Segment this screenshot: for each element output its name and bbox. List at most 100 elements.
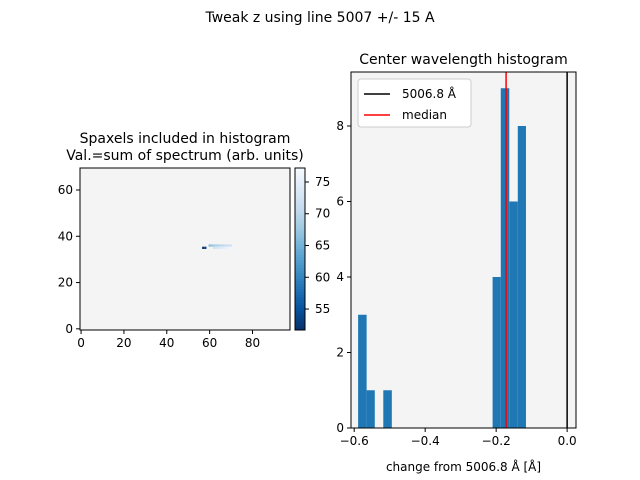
heatmap-cell — [221, 246, 224, 249]
heatmap-cell — [225, 244, 228, 247]
colorbar-segment — [295, 321, 305, 326]
heatmap-cell — [225, 246, 228, 249]
heatmap-cell — [219, 246, 222, 249]
colorbar-segment — [295, 251, 305, 255]
heatmap-cell — [223, 246, 226, 249]
x-tick-label: −0.4 — [411, 434, 440, 448]
plot-area — [351, 72, 576, 428]
histogram-bar — [517, 125, 526, 428]
colorbar-segment — [295, 170, 305, 174]
heatmap-cell — [202, 246, 205, 249]
colorbar-segment — [295, 303, 305, 307]
colorbar-segment — [295, 305, 305, 309]
y-tick-label: 0 — [65, 322, 73, 336]
colorbar-segment — [295, 297, 305, 301]
colorbar-segment — [295, 200, 305, 204]
colorbar-segment — [295, 249, 305, 253]
histogram-bar — [358, 314, 367, 428]
colorbar-segment — [295, 230, 305, 234]
colorbar-segment — [295, 184, 305, 188]
colorbar-segment — [295, 316, 305, 320]
legend-label: 5006.8 Å — [402, 86, 457, 101]
colorbar-segment — [295, 211, 305, 215]
colorbar-segment — [295, 216, 305, 220]
heatmap-cell — [227, 246, 230, 249]
colorbar-segment — [295, 232, 305, 236]
colorbar-segment — [295, 189, 305, 193]
colorbar-segment — [295, 313, 305, 317]
colorbar-segment — [295, 327, 305, 331]
colorbar-segment — [295, 240, 305, 245]
x-tick-label: −0.6 — [340, 434, 369, 448]
axes-title: Val.=sum of spectrum (arb. units) — [66, 148, 304, 164]
colorbar-segment — [295, 276, 305, 280]
colorbar-segment — [295, 208, 305, 212]
colorbar-segment — [295, 227, 305, 231]
colorbar-tick-label: 65 — [315, 239, 330, 253]
heatmap-cell — [210, 244, 213, 247]
colorbar-segment — [295, 181, 305, 185]
axes-title: Center wavelength histogram — [359, 52, 568, 68]
colorbar-segment — [295, 254, 305, 258]
x-tick-label: 0 — [77, 336, 85, 350]
heatmap-cell — [215, 246, 218, 249]
y-tick-label: 0 — [336, 421, 344, 435]
colorbar-segment — [295, 289, 305, 293]
heatmap-cell — [230, 244, 233, 247]
colorbar-segment — [295, 286, 305, 290]
heatmap-cell — [230, 246, 233, 249]
histogram-bar — [500, 88, 510, 428]
colorbar-segment — [295, 168, 305, 172]
colorbar-segment — [295, 281, 305, 285]
axes-frame — [79, 167, 291, 331]
colorbar-segment — [295, 219, 305, 223]
colorbar-segment — [295, 284, 305, 288]
colorbar-segment — [295, 278, 305, 282]
heatmap-cell — [208, 244, 211, 247]
colorbar-segment — [295, 176, 305, 180]
colorbar-segment — [295, 197, 305, 201]
colorbar-segment — [295, 311, 305, 315]
colorbar-segment — [295, 324, 305, 328]
x-tick-label: 20 — [116, 336, 131, 350]
histogram-bar — [509, 201, 518, 428]
heatmap-cell — [212, 246, 215, 249]
colorbar-segment — [295, 222, 305, 226]
heatmap-cell — [221, 244, 224, 247]
colorbar-tick-label: 75 — [315, 175, 330, 189]
x-tick-label: −0.2 — [482, 434, 511, 448]
axes-title: Spaxels included in histogram — [80, 131, 291, 147]
colorbar-segment — [295, 238, 305, 242]
colorbar-segment — [295, 292, 305, 296]
x-tick-label: 40 — [159, 336, 174, 350]
colorbar-segment — [295, 195, 305, 199]
heatmap-cell — [204, 246, 207, 249]
colorbar-segment — [295, 273, 305, 277]
colorbar-segment — [295, 257, 305, 261]
colorbar-segment — [295, 235, 305, 239]
colorbar-segment — [295, 178, 305, 182]
x-tick-label: 60 — [202, 336, 217, 350]
colorbar-frame — [294, 167, 306, 331]
histogram-bar — [366, 390, 375, 428]
colorbar-segment — [295, 262, 305, 266]
heatmap-cell — [217, 246, 220, 249]
heatmap-cell — [227, 244, 230, 247]
colorbar-segment — [295, 319, 305, 323]
histogram-bar — [383, 390, 392, 428]
y-tick-label: 6 — [336, 194, 344, 208]
heatmap-cell — [215, 244, 218, 247]
colorbar-segment — [295, 213, 305, 218]
colorbar-segment — [295, 186, 305, 191]
colorbar-segment — [295, 243, 305, 247]
colorbar-segment — [295, 246, 305, 250]
y-tick-label: 2 — [336, 345, 344, 359]
colorbar-tick-label: 70 — [315, 207, 330, 221]
colorbar-segment — [295, 308, 305, 312]
colorbar-segment — [295, 259, 305, 263]
colorbar-tick-label: 55 — [315, 302, 330, 316]
colorbar-segment — [295, 192, 305, 196]
x-axis-label: change from 5006.8 Å [Å] — [386, 459, 541, 474]
y-tick-label: 40 — [58, 229, 73, 243]
heatmap-cell — [223, 244, 226, 247]
